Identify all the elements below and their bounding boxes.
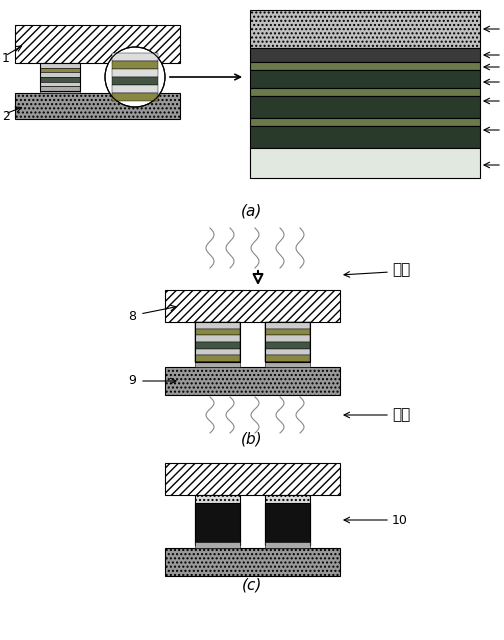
Text: (b): (b)	[241, 431, 263, 446]
Bar	[195, 355, 240, 362]
Bar	[250, 88, 480, 96]
Bar	[195, 361, 240, 367]
Bar	[195, 495, 240, 545]
Bar	[165, 290, 340, 322]
Bar	[115, 72, 155, 77]
Bar	[265, 342, 310, 349]
Bar	[265, 361, 310, 367]
Text: 8: 8	[128, 310, 136, 323]
Bar	[195, 503, 240, 545]
Bar	[40, 86, 80, 93]
Text: 加热: 加热	[392, 408, 410, 422]
Bar	[112, 77, 158, 85]
Bar	[250, 148, 480, 178]
Bar	[195, 349, 240, 355]
Bar	[250, 48, 480, 62]
Bar	[115, 63, 155, 68]
Bar	[195, 322, 240, 329]
Bar	[115, 63, 155, 91]
Text: 9: 9	[128, 374, 136, 387]
Bar	[15, 25, 180, 63]
Bar	[250, 62, 480, 70]
Bar	[40, 77, 80, 82]
Bar	[115, 86, 155, 91]
Bar	[115, 86, 155, 93]
Bar	[40, 63, 80, 91]
Bar	[265, 349, 310, 355]
Circle shape	[105, 47, 165, 107]
Bar	[40, 86, 80, 91]
Bar	[265, 329, 310, 335]
Bar	[195, 495, 240, 503]
Bar	[265, 322, 310, 329]
Bar	[265, 322, 310, 362]
Text: 10: 10	[392, 513, 408, 527]
Bar	[165, 367, 340, 395]
Bar	[265, 495, 310, 545]
Text: (a): (a)	[241, 203, 263, 218]
Bar	[195, 342, 240, 349]
Bar	[265, 495, 310, 503]
Bar	[115, 82, 155, 86]
Bar	[250, 70, 480, 88]
Bar	[15, 93, 180, 119]
Bar	[115, 77, 155, 82]
Bar	[112, 53, 158, 61]
Bar	[265, 335, 310, 342]
Bar	[115, 68, 155, 72]
Bar	[195, 542, 240, 548]
Text: (c): (c)	[242, 578, 262, 593]
Bar	[250, 118, 480, 126]
Bar	[195, 322, 240, 362]
Bar	[112, 93, 158, 101]
Bar	[250, 96, 480, 118]
Bar	[40, 82, 80, 86]
Bar	[250, 126, 480, 148]
Bar	[195, 335, 240, 342]
Bar	[265, 355, 310, 362]
Bar	[112, 69, 158, 77]
Text: 加压: 加压	[392, 262, 410, 278]
Bar	[265, 503, 310, 545]
Bar	[112, 61, 158, 69]
Bar	[40, 63, 80, 68]
Bar	[165, 548, 340, 576]
Bar	[112, 85, 158, 93]
Bar	[40, 68, 80, 72]
Bar	[250, 10, 480, 48]
Bar	[165, 463, 340, 495]
Text: 2: 2	[2, 109, 10, 122]
Bar	[265, 542, 310, 548]
Bar	[195, 329, 240, 335]
Text: 1: 1	[2, 51, 10, 65]
Bar	[40, 72, 80, 77]
